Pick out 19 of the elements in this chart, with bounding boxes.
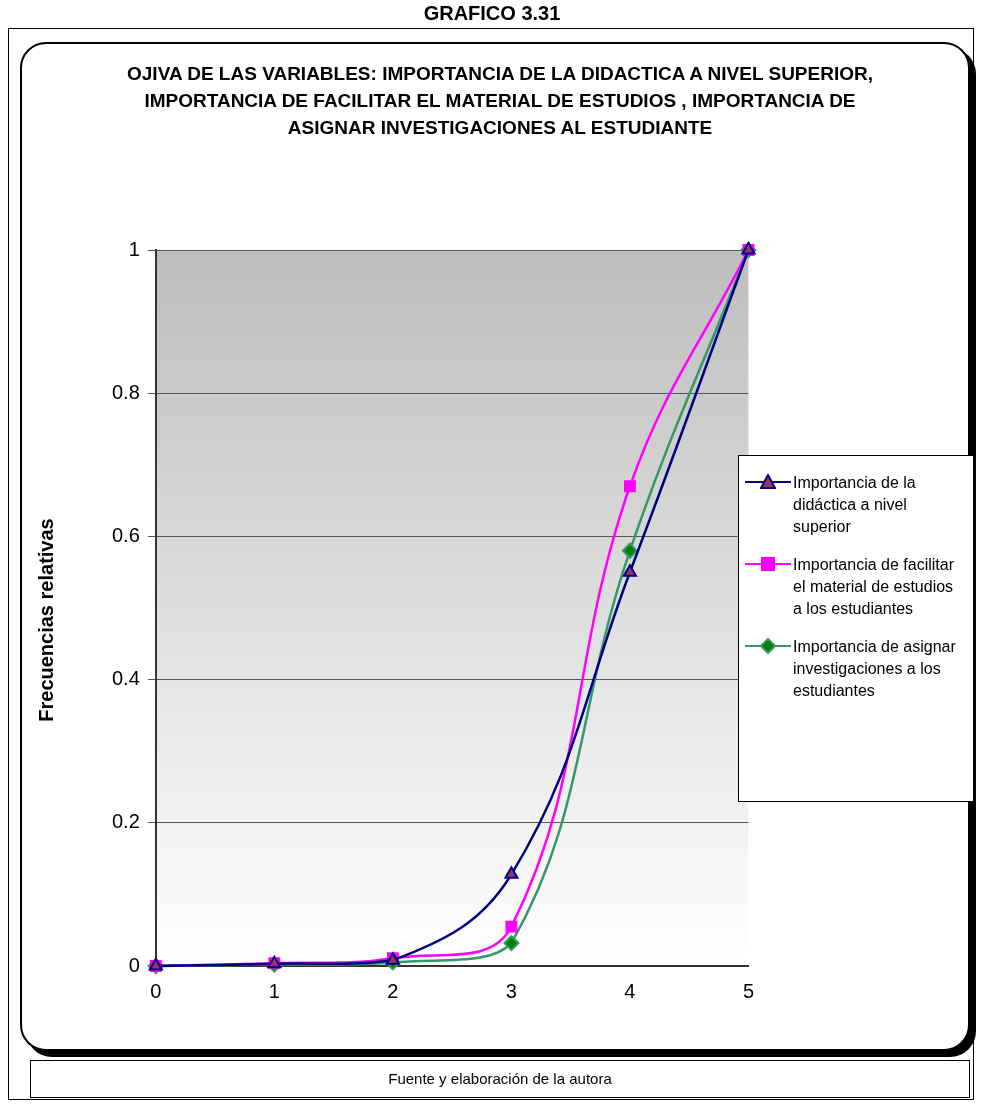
source-note: Fuente y elaboración de la autora [30, 1060, 970, 1098]
legend-label: Importancia de la didáctica a nivel superior [793, 473, 917, 537]
y-tick-label: 0.4 [111, 667, 140, 690]
x-tick-label: 2 [387, 979, 399, 1002]
x-tick-label: 0 [150, 979, 162, 1002]
y-tick-label: 0 [128, 953, 140, 976]
chart-title: OJIVA DE LAS VARIABLES: IMPORTANCIA DE LA DIDACTICA A NIVEL SUPERIOR, IMPORTANCIA DE FACILITAR EL MATERIAL DE ESTUDIOS , IMPORTANCIA DE ASIGNAR INVESTIGACIONES AL ESTUDIANTE [126, 62, 874, 140]
y-tick-label: 0.2 [111, 810, 140, 833]
y-tick-label: 1 [128, 237, 140, 260]
y-tick-label: 0.8 [111, 380, 140, 403]
x-tick-label: 4 [624, 979, 636, 1002]
y-tick-label: 0.6 [111, 523, 140, 546]
legend-label: Importancia de facilitar el material de estudios a los estudiantes [793, 555, 955, 619]
x-tick-label: 3 [505, 979, 517, 1002]
x-tick-label: 5 [742, 979, 754, 1002]
legend-label: Importancia de asignar investigaciones a los estudiantes [793, 637, 957, 701]
chart-subtitle: GRAFICO 3.31 [422, 2, 562, 25]
y-axis-title: Frecuencias relativas [34, 518, 58, 722]
x-tick-label: 1 [268, 979, 280, 1002]
